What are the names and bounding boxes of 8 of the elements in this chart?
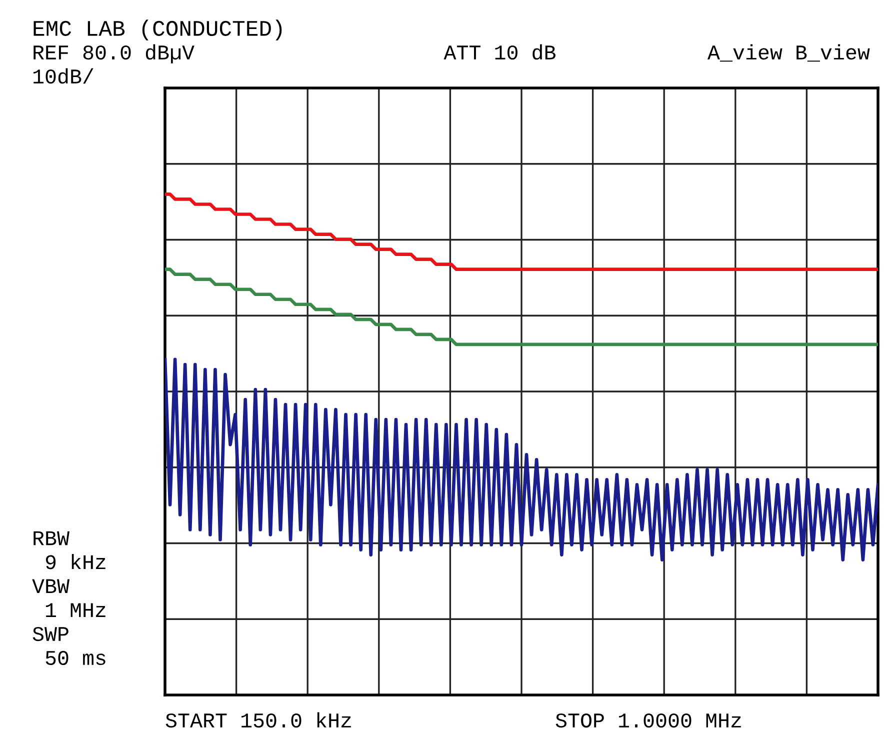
text: STOP 1.0000 MHz <box>556 713 741 728</box>
text: START 150.0 kHz <box>166 712 351 728</box>
text: 10dB/ <box>34 68 94 84</box>
text: ATT 10 dB <box>444 44 556 60</box>
chart-title: EMC LAB (CONDUCTED) <box>34 20 282 40</box>
text: A_view B_view <box>707 44 870 62</box>
text: REF 80.0 dBµV <box>34 44 194 64</box>
text: RBW 9 kHz VBW 1 MHz SWP 50 ms <box>32 531 106 666</box>
